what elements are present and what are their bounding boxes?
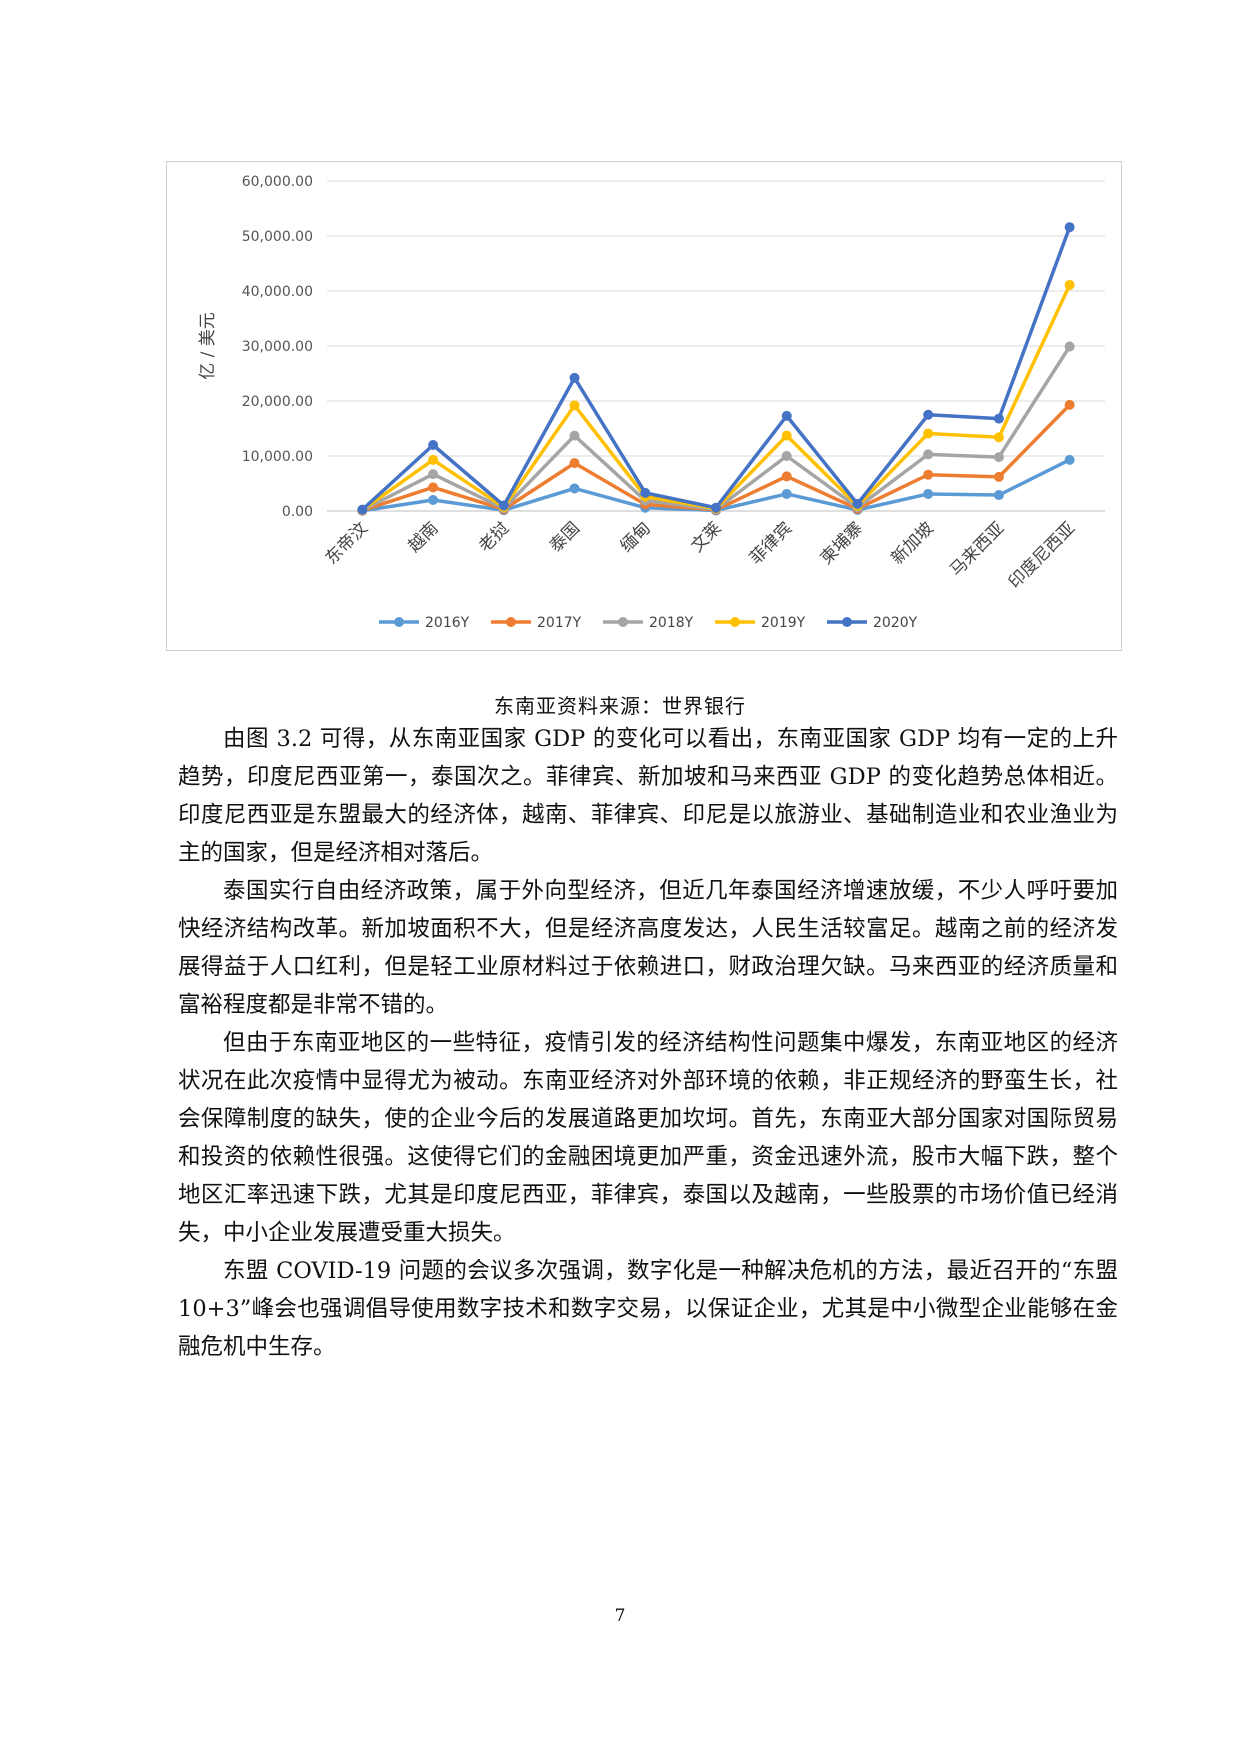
data-point — [781, 488, 792, 499]
x-category-label: 文莱 — [687, 518, 725, 556]
body-text: 由图 3.2 可得，从东南亚国家 GDP 的变化可以看出，东南亚国家 GDP 均… — [178, 720, 1118, 1366]
data-point — [993, 452, 1004, 463]
x-category-label: 柬埔寨 — [817, 518, 867, 568]
legend-swatch-marker — [842, 617, 852, 627]
data-point — [569, 483, 580, 494]
legend-label: 2020Y — [873, 615, 918, 631]
chart-svg: 0.00 10,000.00 20,000.00 30,000.00 40,000.00… — [198, 174, 1105, 631]
data-point — [923, 469, 934, 480]
data-point — [569, 372, 580, 383]
y-tick-label: 10,000.00 — [242, 449, 313, 465]
page-number: 7 — [614, 1606, 626, 1626]
paragraph-3: 但由于东南亚地区的一些特征，疫情引发的经济结构性问题集中爆发，东南亚地区的经济状… — [178, 1030, 1118, 1246]
data-point — [1064, 279, 1075, 290]
x-category-label: 菲律宾 — [746, 518, 796, 568]
data-point — [923, 409, 934, 420]
legend-label: 2017Y — [537, 615, 582, 631]
data-point — [923, 488, 934, 499]
legend-swatch-marker — [394, 617, 404, 627]
legend: 2016Y 2017Y 2018Y 2019Y 2020Y — [379, 615, 918, 631]
x-category-label: 老挝 — [475, 518, 513, 556]
series-line — [361, 226, 1072, 511]
data-point — [428, 454, 439, 465]
data-point — [498, 500, 509, 511]
data-point — [1064, 399, 1075, 410]
data-point — [781, 410, 792, 421]
paragraph-2: 泰国实行自由经济政策，属于外向型经济，但近几年泰国经济增速放缓，不少人呼吁要加快… — [178, 878, 1118, 1018]
legend-swatch-marker — [506, 617, 516, 627]
legend-swatch-marker — [618, 617, 628, 627]
data-point — [993, 471, 1004, 482]
data-point — [781, 430, 792, 441]
legend-label: 2016Y — [425, 615, 470, 631]
x-category-label: 泰国 — [546, 518, 584, 556]
data-point — [781, 471, 792, 482]
data-point — [923, 449, 934, 460]
data-point — [781, 451, 792, 461]
data-point — [428, 469, 439, 480]
data-point — [993, 490, 1004, 501]
x-category-label: 东帝汶 — [322, 518, 372, 568]
data-point — [711, 502, 721, 513]
y-tick-label: 0.00 — [282, 504, 313, 520]
x-category-label: 越南 — [404, 518, 442, 556]
data-point — [923, 428, 934, 439]
y-tick-labels: 0.00 10,000.00 20,000.00 30,000.00 40,000.00… — [242, 174, 313, 520]
series-lines — [357, 222, 1075, 516]
data-point — [569, 458, 580, 469]
x-category-label: 印度尼西亚 — [1005, 518, 1079, 592]
paragraph-1: 由图 3.2 可得，从东南亚国家 GDP 的变化可以看出，东南亚国家 GDP 均… — [178, 726, 1118, 866]
data-point — [1064, 222, 1075, 233]
data-point — [852, 498, 863, 509]
legend-label: 2019Y — [761, 615, 806, 631]
y-axis-title: 亿 / 美元 — [198, 312, 218, 380]
legend-label: 2018Y — [649, 615, 694, 631]
data-point — [1064, 341, 1075, 352]
y-tick-label: 50,000.00 — [242, 229, 313, 245]
gridlines — [327, 180, 1105, 512]
y-tick-label: 40,000.00 — [242, 284, 313, 300]
gdp-line-chart: 0.00 10,000.00 20,000.00 30,000.00 40,000.00… — [166, 161, 1122, 651]
figure-caption: 东南亚资料来源：世界银行 — [494, 694, 746, 718]
x-category-label: 新加坡 — [888, 518, 938, 568]
data-point — [993, 413, 1004, 424]
data-point — [428, 440, 439, 450]
x-category-label: 马来西亚 — [946, 518, 1008, 580]
data-point — [993, 432, 1004, 443]
y-tick-label: 20,000.00 — [242, 394, 313, 410]
y-tick-label: 30,000.00 — [242, 339, 313, 355]
data-point — [569, 400, 580, 411]
data-point — [357, 504, 368, 515]
data-point — [569, 430, 580, 441]
paragraph-4: 东盟 COVID-19 问题的会议多次强调，数字化是一种解决危机的方法，最近召开… — [178, 1258, 1118, 1360]
data-point — [428, 482, 439, 493]
data-point — [1064, 454, 1075, 465]
x-category-label: 缅甸 — [617, 518, 655, 556]
series-line — [361, 345, 1072, 512]
y-tick-label: 60,000.00 — [242, 174, 313, 190]
legend-swatch-marker — [730, 617, 740, 627]
data-point — [428, 495, 439, 505]
data-point — [640, 487, 651, 498]
